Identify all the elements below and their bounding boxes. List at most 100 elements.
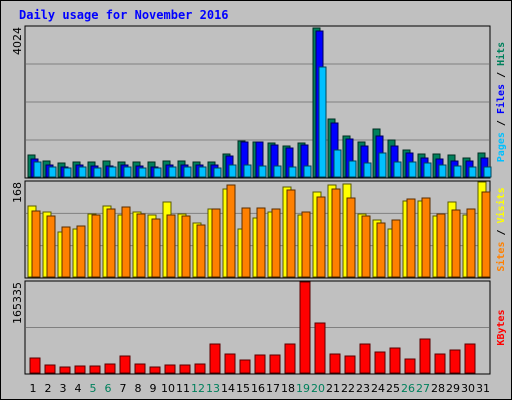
- bar-pages-day-2: [48, 166, 57, 178]
- x-tick-day-10: 10: [161, 382, 175, 395]
- bar-sites-day-20: [316, 196, 326, 278]
- bar-pages-day-11: [183, 166, 192, 178]
- x-tick-day-27: 27: [416, 382, 430, 395]
- series-label-separator: /: [496, 223, 507, 241]
- bar-pages-day-4: [78, 166, 87, 178]
- bar-sites-day-14: [226, 184, 236, 278]
- bar-sites-day-17: [271, 208, 281, 278]
- bar-kbytes-day-1: [29, 357, 41, 374]
- x-tick-day-12: 12: [191, 382, 205, 395]
- chart-title: Daily usage for November 2016: [19, 8, 229, 22]
- bar-sites-day-24: [376, 222, 386, 278]
- bar-kbytes-day-10: [164, 364, 176, 374]
- bar-sites-day-7: [121, 206, 131, 278]
- series-label-pages: Pages: [496, 132, 507, 162]
- bar-pages-day-27: [423, 162, 432, 178]
- x-tick-day-1: 1: [30, 382, 37, 395]
- x-tick-day-30: 30: [461, 382, 475, 395]
- bar-sites-day-30: [466, 208, 476, 278]
- bar-sites-day-21: [331, 188, 341, 278]
- bar-pages-day-7: [123, 166, 132, 178]
- bar-pages-day-1: [33, 161, 42, 178]
- x-tick-day-5: 5: [90, 382, 97, 395]
- bar-sites-day-28: [436, 213, 446, 278]
- bar-sites-day-8: [136, 213, 146, 278]
- bar-sites-day-4: [76, 225, 86, 278]
- bar-sites-day-16: [256, 207, 266, 278]
- x-tick-day-17: 17: [266, 382, 280, 395]
- bar-sites-day-3: [61, 226, 71, 278]
- x-tick-day-3: 3: [60, 382, 67, 395]
- x-tick-day-28: 28: [431, 382, 445, 395]
- series-label-separator: /: [496, 66, 507, 84]
- bar-kbytes-day-29: [449, 349, 461, 374]
- bar-pages-day-6: [108, 166, 117, 178]
- bar-pages-day-10: [168, 166, 177, 178]
- bar-sites-day-12: [196, 224, 206, 278]
- bar-kbytes-day-23: [359, 343, 371, 374]
- bar-kbytes-day-13: [209, 343, 221, 374]
- x-tick-day-25: 25: [386, 382, 400, 395]
- bar-kbytes-day-9: [149, 366, 161, 374]
- bar-sites-day-11: [181, 215, 191, 278]
- bar-kbytes-day-22: [344, 355, 356, 374]
- x-tick-day-16: 16: [251, 382, 265, 395]
- series-label-kbytes: KBytes: [496, 309, 507, 345]
- series-label-sites: Sites: [495, 242, 507, 272]
- x-tick-day-19: 19: [296, 382, 310, 395]
- x-tick-day-7: 7: [120, 382, 127, 395]
- series-label-visits: Visits: [495, 187, 507, 223]
- bar-sites-day-18: [286, 189, 296, 278]
- bar-pages-day-16: [258, 165, 267, 178]
- ymax-label-panel-2: 165335: [11, 282, 24, 324]
- bar-pages-day-13: [213, 167, 222, 178]
- bar-pages-day-3: [63, 167, 72, 178]
- x-tick-day-9: 9: [150, 382, 157, 395]
- bar-kbytes-day-7: [119, 355, 131, 374]
- bar-kbytes-day-25: [389, 347, 401, 374]
- bar-pages-day-20: [318, 66, 327, 178]
- bar-pages-day-18: [288, 166, 297, 178]
- x-tick-day-24: 24: [371, 382, 385, 395]
- bar-sites-day-9: [151, 218, 161, 278]
- bar-kbytes-day-2: [44, 364, 56, 374]
- bar-kbytes-day-5: [89, 365, 101, 374]
- bar-pages-day-17: [273, 165, 282, 178]
- bar-pages-day-23: [363, 162, 372, 178]
- x-tick-day-13: 13: [206, 382, 220, 395]
- bar-kbytes-day-3: [59, 366, 71, 374]
- bar-kbytes-day-18: [284, 343, 296, 374]
- bar-sites-day-6: [106, 208, 116, 278]
- bar-kbytes-day-21: [329, 353, 341, 374]
- bar-kbytes-day-17: [269, 354, 281, 374]
- x-tick-day-11: 11: [176, 382, 190, 395]
- bar-kbytes-day-20: [314, 322, 326, 374]
- bar-pages-day-15: [243, 164, 252, 178]
- bar-kbytes-day-11: [179, 364, 191, 374]
- bar-sites-day-27: [421, 197, 431, 278]
- bar-sites-day-22: [346, 197, 356, 278]
- series-label-panel-2: KBytes: [496, 309, 507, 345]
- x-tick-day-21: 21: [326, 382, 340, 395]
- bar-kbytes-day-28: [434, 353, 446, 374]
- x-tick-day-22: 22: [341, 382, 355, 395]
- bar-kbytes-day-27: [419, 338, 431, 374]
- series-label-panel-0: Pages / Files / Hits: [495, 42, 507, 162]
- ymax-label-panel-0: 4024: [11, 27, 24, 55]
- bar-sites-day-1: [31, 210, 41, 278]
- bar-sites-day-23: [361, 215, 371, 278]
- bar-kbytes-day-4: [74, 365, 86, 374]
- bar-pages-day-9: [153, 167, 162, 178]
- bar-pages-day-30: [468, 166, 477, 178]
- bar-kbytes-day-8: [134, 363, 146, 374]
- bar-sites-day-5: [91, 214, 101, 278]
- x-tick-day-26: 26: [401, 382, 415, 395]
- bar-pages-day-28: [438, 164, 447, 178]
- ymax-label-panel-1: 168: [11, 182, 24, 203]
- x-tick-day-23: 23: [356, 382, 370, 395]
- series-label-separator: /: [496, 114, 507, 132]
- bar-pages-day-5: [93, 167, 102, 178]
- x-tick-day-14: 14: [221, 382, 235, 395]
- bar-sites-day-10: [166, 214, 176, 278]
